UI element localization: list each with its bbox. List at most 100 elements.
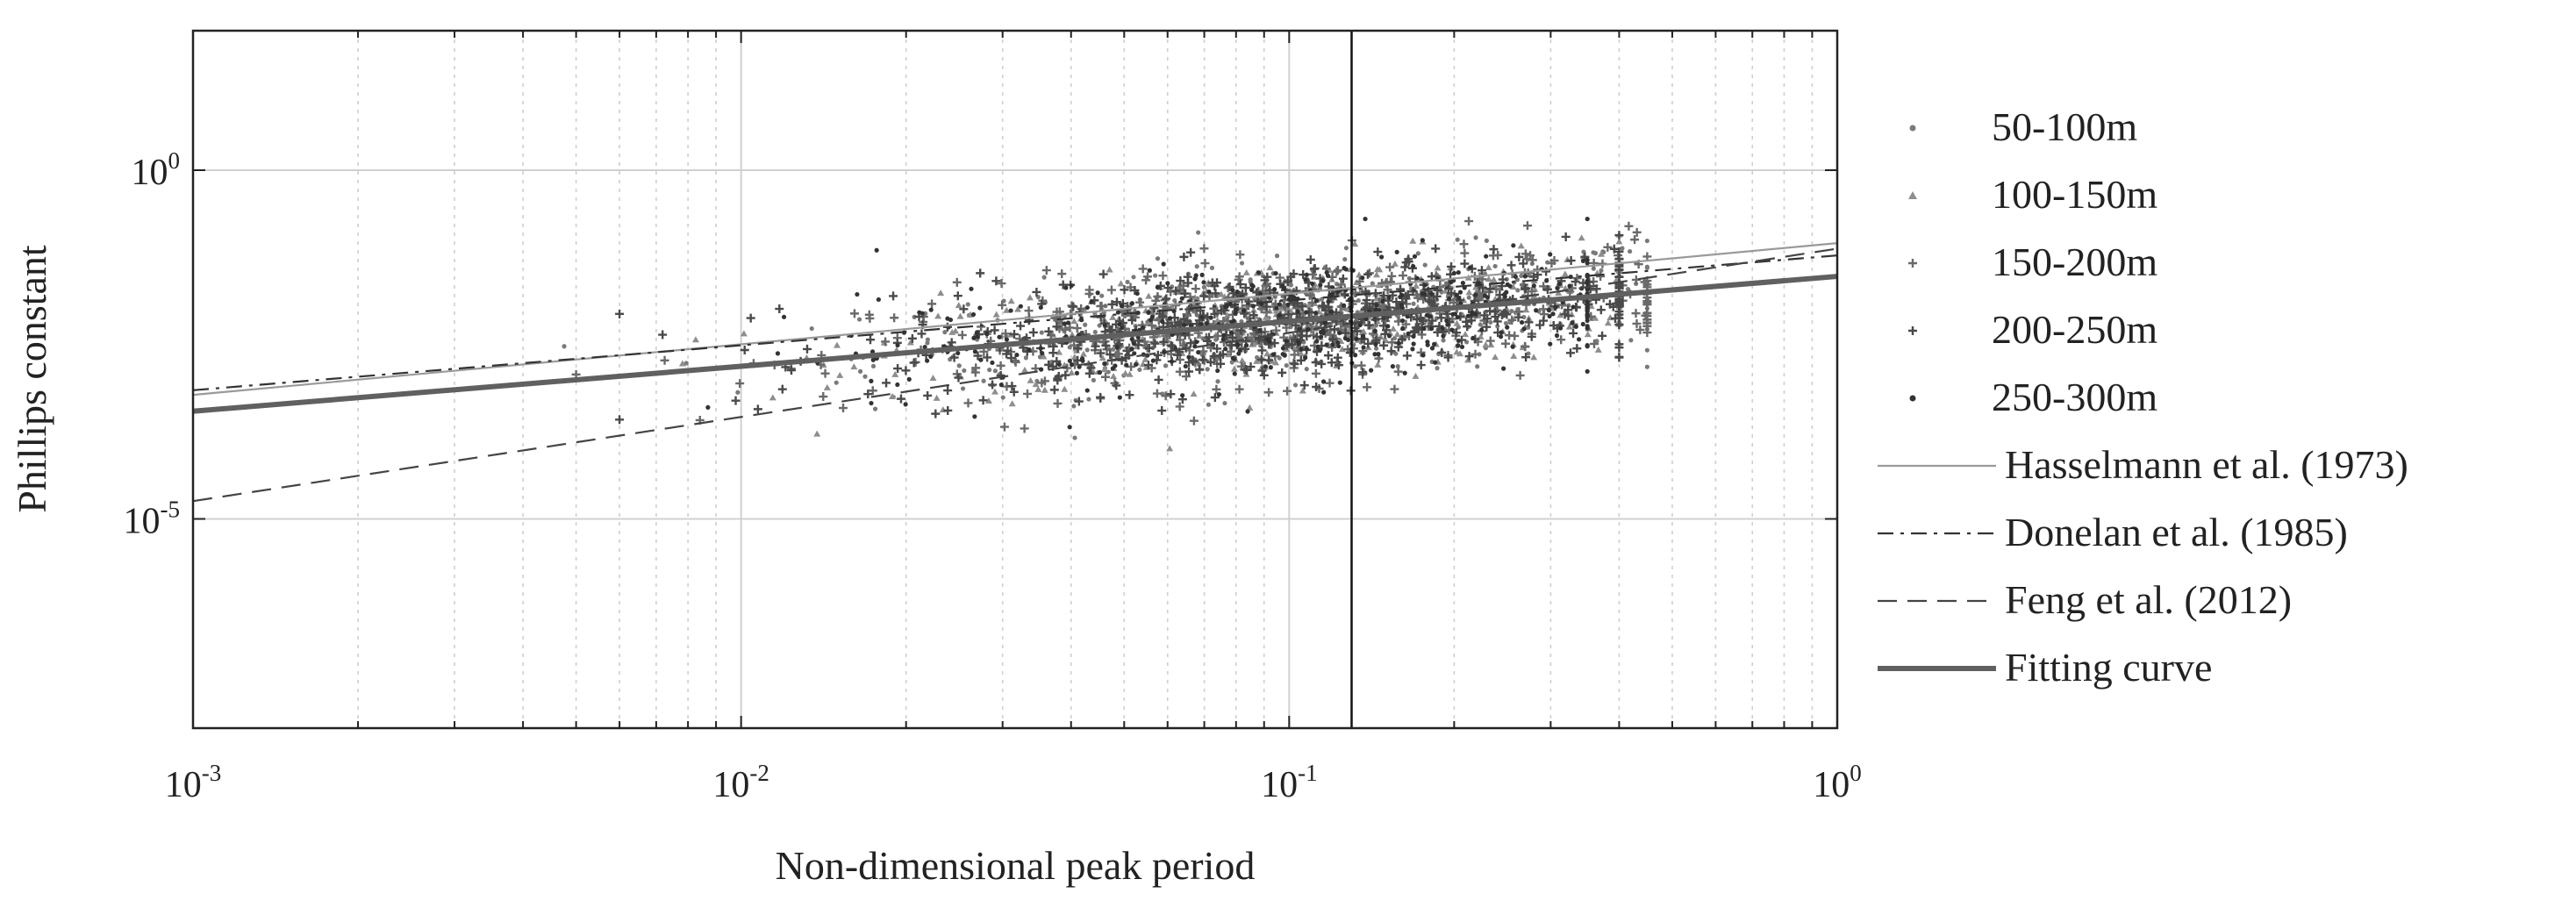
scatter-point <box>1180 393 1185 398</box>
scatter-point <box>1134 340 1143 350</box>
scatter-point <box>1433 360 1438 365</box>
scatter-point <box>1180 289 1190 298</box>
scatter-point <box>1135 297 1145 307</box>
scatter-point <box>1297 350 1305 357</box>
scatter-point <box>1420 353 1426 358</box>
scatter-point <box>1052 356 1062 366</box>
scatter-point <box>1266 264 1274 271</box>
scatter-point <box>1041 386 1048 393</box>
scatter-point <box>1223 347 1228 352</box>
scatter-point <box>1553 304 1558 310</box>
scatter-point <box>1044 360 1054 369</box>
scatter-point <box>1016 321 1026 331</box>
scatter-point <box>834 380 839 385</box>
scatter-point <box>1038 346 1043 351</box>
scatter-point <box>1473 292 1478 297</box>
scatter-point <box>1086 397 1091 402</box>
scatter-point <box>1236 351 1241 356</box>
scatter-point <box>1614 283 1624 293</box>
scatter-point <box>1521 314 1527 320</box>
scatter-point <box>1415 251 1420 256</box>
scatter-point <box>1249 311 1258 320</box>
scatter-point <box>1124 351 1134 361</box>
scatter-point <box>1097 369 1103 375</box>
scatter-point <box>1040 353 1048 360</box>
scatter-point <box>943 386 953 396</box>
scatter-point <box>1296 355 1306 365</box>
scatter-point <box>1422 282 1428 288</box>
scatter-point <box>863 390 873 399</box>
scatter-point <box>971 335 977 340</box>
scatter-point <box>1313 311 1319 316</box>
scatter-point <box>1556 311 1564 318</box>
scatter-point <box>1084 368 1094 378</box>
scatter-point <box>1295 309 1300 314</box>
scatter-point <box>1171 309 1177 314</box>
scatter-point <box>1334 361 1343 370</box>
scatter-point <box>746 313 755 323</box>
scatter-point <box>1209 265 1215 271</box>
scatter-point <box>1307 298 1317 308</box>
scatter-point <box>1460 248 1470 258</box>
scatter-point <box>1204 320 1210 326</box>
scatter-point <box>1312 322 1321 332</box>
scatter-point <box>1065 320 1071 325</box>
scatter-point <box>1166 445 1174 452</box>
scatter-point <box>1190 390 1198 397</box>
scatter-point <box>1086 363 1096 373</box>
scatter-point <box>1132 351 1137 356</box>
scatter-point <box>1215 368 1220 374</box>
scatter-point <box>869 400 874 406</box>
x-axis-label: Non-dimensional peak period <box>776 843 1256 888</box>
scatter-point <box>1068 331 1076 338</box>
scatter-point <box>1175 402 1184 411</box>
scatter-point <box>876 297 881 303</box>
scatter-point <box>1014 352 1020 358</box>
scatter-point <box>1502 292 1507 297</box>
scatter-point <box>1390 384 1399 394</box>
scatter-point <box>1485 263 1492 270</box>
scatter-point <box>1596 305 1606 315</box>
scatter-point <box>1183 363 1188 369</box>
scatter-point <box>1206 290 1212 295</box>
scatter-point <box>1561 232 1571 241</box>
scatter-point <box>1427 272 1436 282</box>
scatter-point <box>1298 302 1307 311</box>
scatter-point <box>1203 336 1213 346</box>
scatter-point <box>1166 340 1176 350</box>
scatter-point <box>1379 254 1385 260</box>
x-tick-labels: 10-3 10-2 10-1 100 <box>165 760 1862 805</box>
scatter-point <box>1463 322 1472 332</box>
scatter-point <box>973 351 983 361</box>
scatter-point <box>1327 358 1336 368</box>
scatter-point <box>1198 354 1207 364</box>
scatter-point <box>769 394 776 401</box>
scatter-point <box>1176 276 1185 286</box>
scatter-point <box>1598 250 1606 257</box>
scatter-point <box>1162 349 1167 354</box>
scatter-point <box>1310 281 1315 287</box>
scatter-point <box>1343 267 1349 272</box>
scatter-point <box>893 364 903 374</box>
scatter-point <box>1449 327 1455 332</box>
scatter-point <box>969 286 974 291</box>
legend-label: 50-100m <box>1992 104 2137 149</box>
scatter-point <box>1428 291 1434 297</box>
scatter-point <box>1585 257 1590 262</box>
scatter-point <box>1182 322 1187 328</box>
scatter-point <box>1484 238 1489 244</box>
scatter-point <box>819 392 828 402</box>
scatter-point <box>1631 309 1641 318</box>
scatter-point <box>1167 316 1173 321</box>
scatter-point <box>1571 304 1576 310</box>
scatter-point <box>1143 361 1153 370</box>
scatter-point <box>1333 353 1342 362</box>
legend-marker <box>1908 259 1917 268</box>
scatter-point <box>1263 364 1269 369</box>
scatter-point <box>1223 311 1231 318</box>
scatter-point <box>931 409 941 418</box>
scatter-point <box>1079 318 1084 323</box>
scatter-point <box>1342 336 1349 341</box>
scatter-point <box>1071 404 1077 409</box>
scatter-point <box>943 405 953 415</box>
